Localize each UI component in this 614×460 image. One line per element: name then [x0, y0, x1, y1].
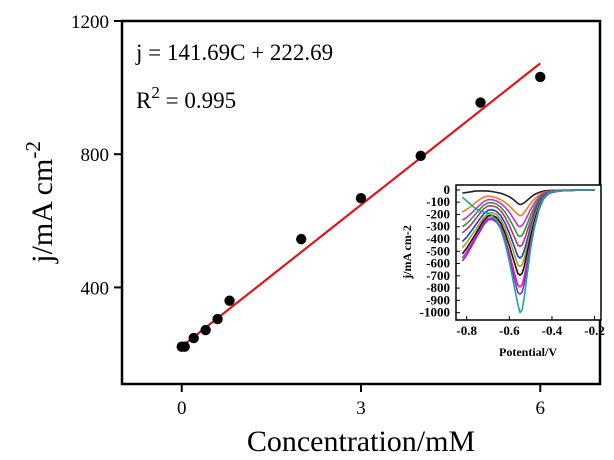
inset-y-tick-label: -100: [426, 194, 450, 209]
main-chart: 0 3 6 400 800 1200 j = 141.69C + 222.69 R2 = …: [21, 12, 602, 458]
inset-x-tick-label: -0.6: [499, 323, 520, 338]
y-title-superscript: -2: [21, 141, 45, 159]
main-x-tick-label: 0: [177, 398, 187, 419]
r2-prefix: R: [136, 88, 152, 113]
fit-equation: j = 141.69C + 222.69: [135, 40, 333, 65]
main-y-tick-label: 800: [81, 145, 110, 166]
fit-line: [181, 62, 541, 348]
inset-y-tick-label: -200: [426, 206, 450, 221]
data-points-group: [176, 71, 546, 352]
data-point: [475, 97, 486, 108]
main-y-tick-label: 400: [81, 278, 110, 299]
inset-y-tick-label: -400: [426, 231, 450, 246]
main-y-axis-title: j/mA cm-2: [21, 141, 59, 264]
data-point: [535, 71, 546, 83]
inset-chart: -0.8 -0.6 -0.4 -0.2 0-100-200-300-400-500-60…: [400, 182, 605, 359]
data-point: [179, 341, 190, 352]
data-point: [224, 295, 235, 306]
data-point: [296, 233, 307, 245]
inset-curves-group: [461, 189, 595, 314]
data-point: [188, 332, 199, 344]
main-x-axis-title: Concentration/mM: [247, 425, 475, 458]
main-x-tick-label: 3: [356, 398, 366, 419]
inset-y-tick-label: -1000: [420, 305, 450, 320]
inset-y-tick-label: -700: [426, 268, 450, 283]
inset-y-tick-label: -500: [426, 243, 450, 258]
inset-x-tick-label: -0.4: [542, 323, 563, 338]
data-point: [212, 313, 223, 325]
inset-plot-frame: [455, 184, 602, 321]
data-point: [355, 192, 367, 204]
inset-y-tick-label: -800: [426, 280, 450, 295]
r-squared-label: R2 = 0.995: [136, 83, 236, 113]
r2-value: = 0.995: [160, 88, 236, 113]
fit-line-group: [181, 62, 541, 348]
r2-superscript: 2: [151, 83, 160, 102]
inset-y-axis-title: j/mA cm-2: [400, 225, 414, 280]
inset-ticks: -0.8 -0.6 -0.4 -0.2 0-100-200-300-400-500-60…: [420, 182, 605, 338]
y-title-base: j/mA cm: [26, 159, 59, 264]
inset-y-tick-label: -300: [426, 219, 450, 234]
main-ticks: 0 3 6 400 800 1200: [71, 12, 545, 419]
inset-x-axis-title: Potential/V: [499, 345, 557, 359]
main-y-tick-label: 1200: [71, 12, 109, 33]
inset-y-tick-label: -600: [426, 256, 450, 271]
inset-series-line: [461, 189, 595, 314]
inset-y-tick-label: -900: [426, 292, 450, 307]
data-point: [415, 150, 426, 162]
data-point: [200, 324, 211, 336]
inset-y-tick-label: 0: [444, 182, 451, 197]
main-x-tick-label: 6: [536, 398, 546, 419]
inset-x-tick-label: -0.2: [584, 323, 605, 338]
inset-x-tick-label: -0.8: [456, 323, 477, 338]
